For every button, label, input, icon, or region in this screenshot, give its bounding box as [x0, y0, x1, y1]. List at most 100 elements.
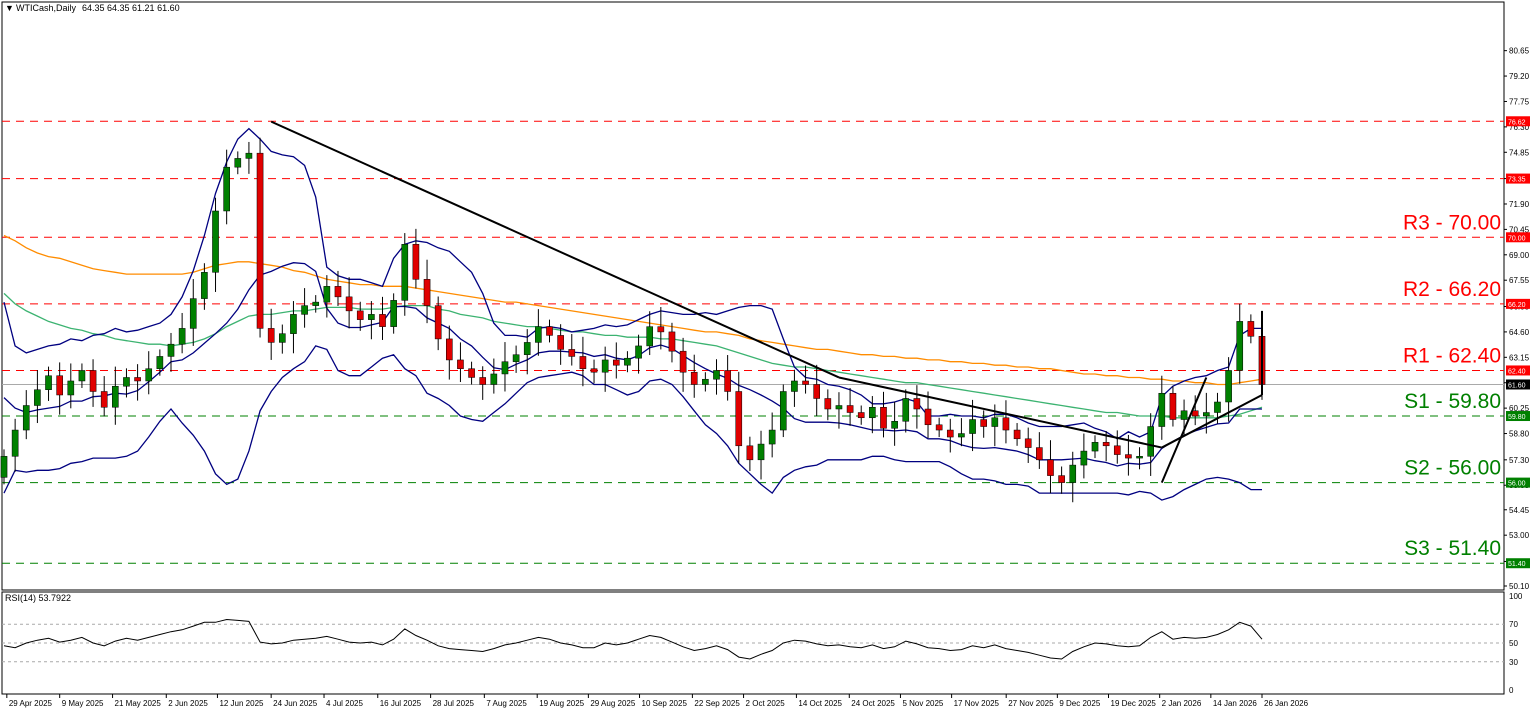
candle-body: [713, 370, 720, 380]
rsi-tick-label: 70: [1509, 620, 1518, 629]
candle-body: [256, 152, 264, 329]
candle-body: [1069, 464, 1077, 483]
candle-body: [1002, 417, 1010, 431]
rsi-tick-label: 50: [1509, 639, 1518, 648]
level-tag: [1506, 298, 1530, 309]
candle-body: [835, 405, 843, 410]
candle-body: [1225, 370, 1232, 403]
time-tick-label: 26 Jan 2026: [1264, 699, 1309, 708]
candle-body: [646, 326, 654, 347]
trendline: [270, 120, 840, 379]
candle-body: [156, 356, 164, 369]
symbol-header: WTICash,Daily: [16, 3, 77, 13]
time-tick-label: 24 Jun 2025: [273, 699, 318, 708]
level-tag-text: 66.20: [1508, 302, 1526, 309]
candle-body: [624, 357, 631, 366]
time-tick-label: 14 Jan 2026: [1213, 699, 1258, 708]
price-tick-label: 80.65: [1509, 47, 1530, 56]
candle-body: [11, 429, 19, 457]
candle-body: [1203, 412, 1210, 417]
candle-body: [434, 305, 442, 340]
time-tick-label: 5 Nov 2025: [902, 699, 943, 708]
candle-body: [1013, 429, 1021, 440]
candle-body: [824, 398, 832, 410]
price-tick-label: 64.60: [1509, 328, 1530, 337]
candle-body: [902, 398, 910, 422]
candle-body: [668, 331, 676, 352]
candle-body: [724, 370, 731, 392]
candle-body: [679, 350, 687, 373]
candle-body: [245, 152, 253, 159]
price-tick-label: 77.75: [1509, 97, 1530, 106]
candle-body: [702, 378, 709, 385]
time-tick-label: 9 May 2025: [62, 699, 104, 708]
candle-body: [423, 279, 431, 306]
candle-body: [123, 377, 130, 387]
level-tag: [1506, 365, 1530, 376]
level-labels-layer: R3 - 70.00 R2 - 66.20 R1 - 62.40 S1 - 59.80…: [1403, 211, 1501, 560]
last-price-tag-text: 61.60: [1508, 382, 1526, 389]
candle-body: [1158, 392, 1166, 427]
candle-body: [67, 380, 75, 396]
candles-layer: [0, 137, 1266, 503]
price-tick-label: 71.90: [1509, 200, 1530, 209]
candle-body: [201, 272, 208, 299]
main-panel-frame: [1, 1, 1505, 591]
candle-body: [1169, 392, 1177, 420]
candle-body: [479, 377, 487, 385]
candle-body: [323, 286, 331, 303]
candle-body: [301, 305, 308, 315]
candle-body: [457, 359, 464, 369]
time-tick-label: 21 May 2025: [115, 699, 162, 708]
candle-body: [267, 328, 275, 343]
candle-body: [958, 433, 965, 438]
chart-collapse-icon[interactable]: ▼: [5, 3, 14, 13]
level-tag-text: 62.40: [1508, 368, 1526, 375]
candle-body: [212, 210, 219, 273]
level-tag-text: 76.62: [1508, 119, 1526, 126]
level-label: R1 - 62.40: [1403, 344, 1501, 367]
price-tick-label: 69.00: [1509, 251, 1530, 260]
candle-body: [523, 342, 531, 355]
candle-body: [1102, 442, 1110, 447]
last-price-tag: [1506, 379, 1530, 390]
level-tag: [1506, 232, 1530, 243]
level-tag-text: 59.80: [1508, 414, 1526, 421]
level-tags-layer: 76.62 73.35 70.00 66.20 62.40 59.80 56.00 51.40…: [1506, 116, 1530, 569]
time-tick-label: 28 Jul 2025: [433, 699, 475, 708]
candle-body: [512, 354, 520, 362]
candle-body: [1147, 426, 1154, 457]
rsi-tick-label: 30: [1509, 658, 1518, 667]
time-tick-label: 2 Jan 2026: [1162, 699, 1202, 708]
candle-body: [980, 419, 987, 427]
candle-body: [880, 407, 887, 429]
time-tick-label: 24 Oct 2025: [851, 699, 895, 708]
candle-body: [379, 314, 386, 327]
time-tick-label: 2 Oct 2025: [746, 699, 786, 708]
candle-body: [802, 380, 809, 385]
candle-body: [557, 335, 564, 350]
candle-body: [334, 286, 342, 298]
candle-body: [1136, 456, 1143, 459]
candle-body: [1236, 321, 1244, 371]
price-axis: 80.65 79.20 77.75 76.30 74.85 73.35 71.90 70.45…: [1504, 47, 1530, 591]
level-label: R3 - 70.00: [1403, 211, 1501, 234]
candle-body: [34, 389, 41, 406]
price-tick-label: 50.10: [1509, 582, 1530, 591]
candle-body: [56, 375, 63, 396]
candle-body: [579, 356, 587, 369]
candle-body: [768, 429, 776, 445]
level-tag-text: 51.40: [1508, 561, 1526, 568]
trendline: [1161, 394, 1263, 449]
time-tick-label: 12 Jun 2025: [219, 699, 264, 708]
candle-body: [590, 368, 598, 373]
price-tick-label: 76.30: [1509, 123, 1530, 132]
price-tick-label: 57.30: [1509, 456, 1530, 465]
candle-body: [145, 368, 153, 382]
level-tag: [1506, 411, 1530, 422]
candle-body: [290, 314, 297, 334]
candle-body: [501, 361, 509, 375]
candle-body: [1247, 321, 1255, 337]
candle-body: [924, 408, 932, 426]
price-tick-label: 70.45: [1509, 225, 1530, 234]
